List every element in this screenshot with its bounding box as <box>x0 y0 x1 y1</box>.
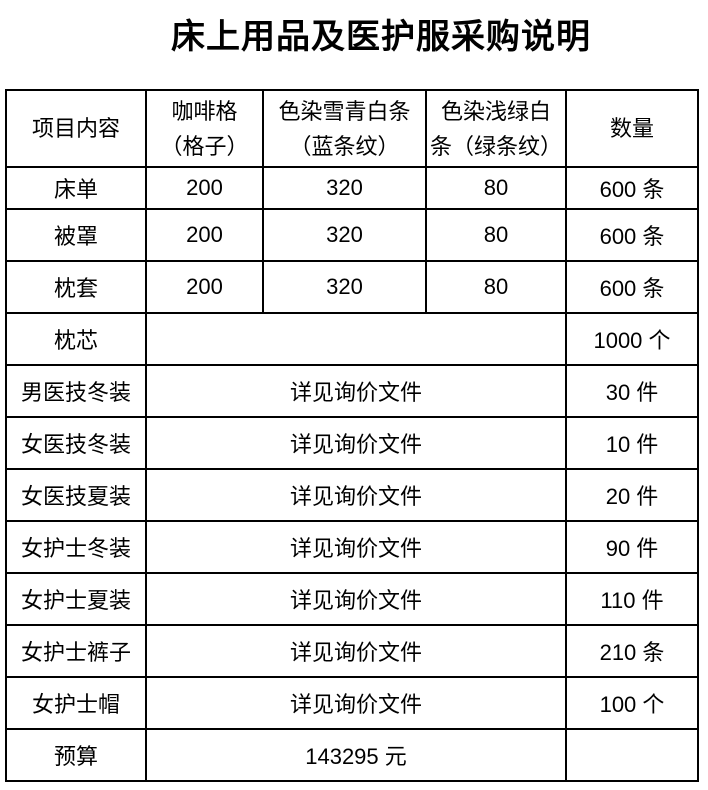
row-label-cell: 被罩 <box>5 208 147 262</box>
table-row: 女护士夏装 详见询价文件 110 件 <box>5 572 699 626</box>
span-cell: 详见询价文件 <box>145 364 567 418</box>
value-cell: 200 <box>145 166 264 210</box>
qty-cell <box>565 728 699 782</box>
qty-cell: 100 个 <box>565 676 699 730</box>
qty-cell: 210 条 <box>565 624 699 678</box>
page-title: 床上用品及医护服采购说明 <box>171 18 591 56</box>
value-cell: 200 <box>145 208 264 262</box>
table-row: 枕芯 1000 个 <box>5 312 699 366</box>
header-cell-green-stripe: 色染浅绿白 条（绿条纹） <box>425 89 567 168</box>
qty-cell: 30 件 <box>565 364 699 418</box>
header-cell-quantity: 数量 <box>565 89 699 168</box>
value-cell: 200 <box>145 260 264 314</box>
value-cell: 80 <box>425 208 567 262</box>
value-cell: 320 <box>262 208 427 262</box>
row-label-cell: 女护士冬装 <box>5 520 147 574</box>
table-row: 床单 200 320 80 600 条 <box>5 166 699 210</box>
qty-cell: 600 条 <box>565 260 699 314</box>
qty-cell: 90 件 <box>565 520 699 574</box>
table-row: 枕套 200 320 80 600 条 <box>5 260 699 314</box>
qty-cell: 10 件 <box>565 416 699 470</box>
span-cell: 详见询价文件 <box>145 520 567 574</box>
table-row: 女护士帽 详见询价文件 100 个 <box>5 676 699 730</box>
table-row: 女护士裤子 详见询价文件 210 条 <box>5 624 699 678</box>
span-cell <box>145 312 567 366</box>
row-label-cell: 女护士裤子 <box>5 624 147 678</box>
value-cell: 320 <box>262 260 427 314</box>
table-row: 预算 143295 元 <box>5 728 699 782</box>
row-label-cell: 男医技冬装 <box>5 364 147 418</box>
row-label-cell: 预算 <box>5 728 147 782</box>
span-cell: 详见询价文件 <box>145 468 567 522</box>
table-row: 男医技冬装 详见询价文件 30 件 <box>5 364 699 418</box>
row-label-cell: 女护士帽 <box>5 676 147 730</box>
qty-cell: 1000 个 <box>565 312 699 366</box>
row-label-cell: 床单 <box>5 166 147 210</box>
span-cell: 143295 元 <box>145 728 567 782</box>
header-cell-coffee-grid: 咖啡格 （格子） <box>145 89 264 168</box>
row-label-cell: 女医技夏装 <box>5 468 147 522</box>
qty-cell: 110 件 <box>565 572 699 626</box>
value-cell: 80 <box>425 260 567 314</box>
header-cell-blue-stripe: 色染雪青白条 （蓝条纹） <box>262 89 427 168</box>
span-cell: 详见询价文件 <box>145 676 567 730</box>
value-cell: 80 <box>425 166 567 210</box>
header-cell-item-content: 项目内容 <box>5 89 147 168</box>
qty-cell: 600 条 <box>565 166 699 210</box>
row-label-cell: 女医技冬装 <box>5 416 147 470</box>
span-cell: 详见询价文件 <box>145 572 567 626</box>
qty-cell: 600 条 <box>565 208 699 262</box>
table-row: 被罩 200 320 80 600 条 <box>5 208 699 262</box>
row-label-cell: 枕套 <box>5 260 147 314</box>
table-row: 女护士冬装 详见询价文件 90 件 <box>5 520 699 574</box>
value-cell: 320 <box>262 166 427 210</box>
table-row: 女医技冬装 详见询价文件 10 件 <box>5 416 699 470</box>
row-label-cell: 枕芯 <box>5 312 147 366</box>
span-cell: 详见询价文件 <box>145 416 567 470</box>
row-label-cell: 女护士夏装 <box>5 572 147 626</box>
table-row: 女医技夏装 详见询价文件 20 件 <box>5 468 699 522</box>
qty-cell: 20 件 <box>565 468 699 522</box>
procurement-table: 项目内容 咖啡格 （格子） 色染雪青白条 （蓝条纹） 色染浅绿白 条（绿条纹） … <box>5 89 699 782</box>
span-cell: 详见询价文件 <box>145 624 567 678</box>
table-header-row: 项目内容 咖啡格 （格子） 色染雪青白条 （蓝条纹） 色染浅绿白 条（绿条纹） … <box>5 89 699 168</box>
